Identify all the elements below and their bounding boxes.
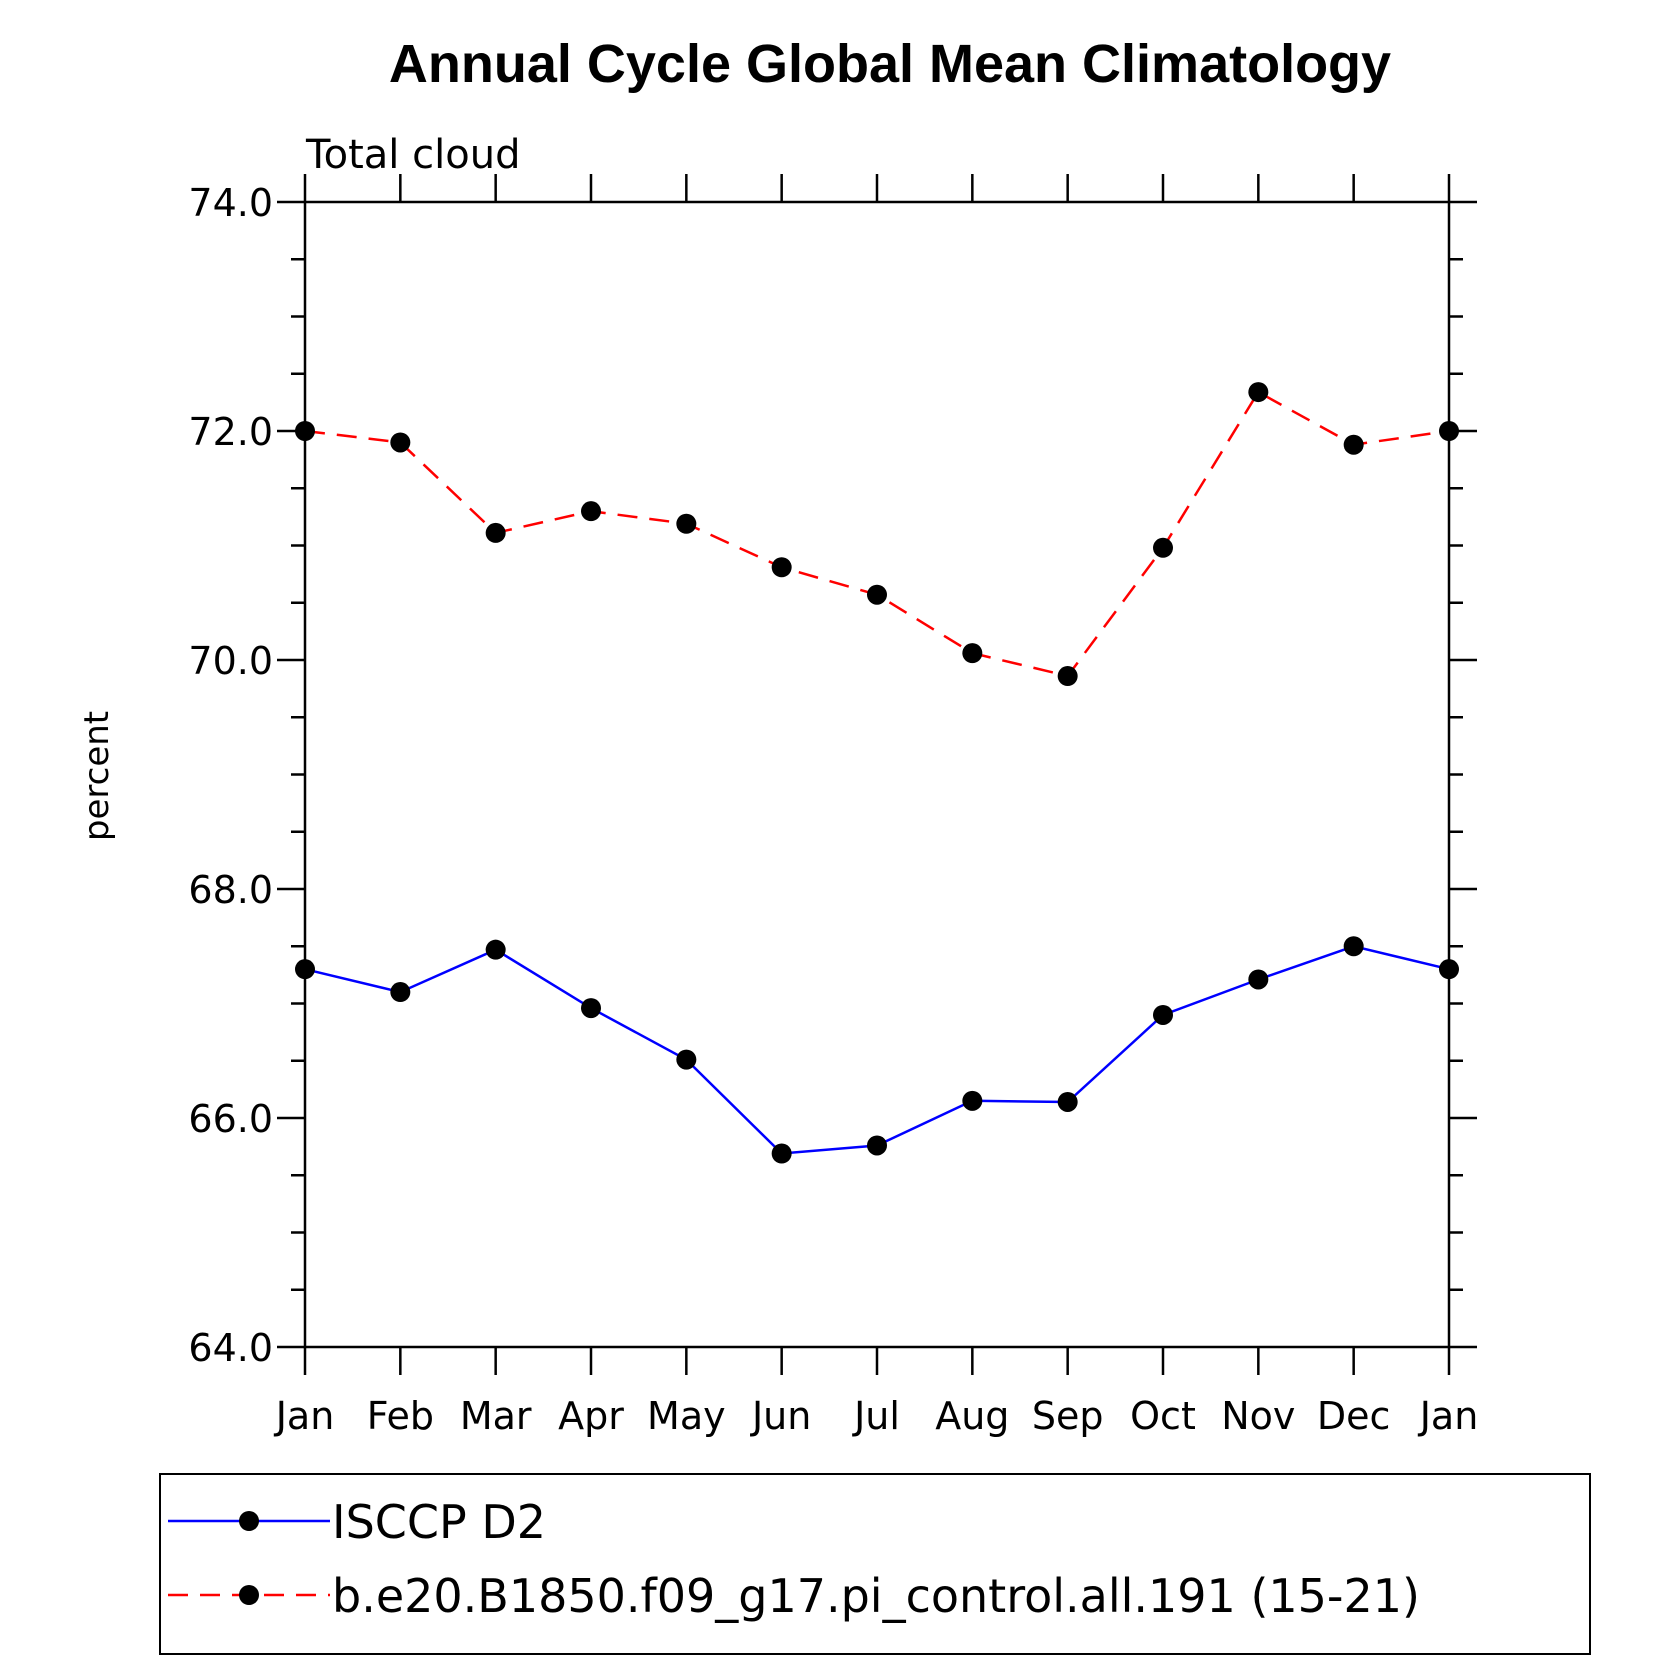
series-2-point	[485, 522, 506, 543]
legend: ISCCP D2 b.e20.B1850.f09_g17.pi_control.a…	[159, 1473, 1591, 1655]
x-tick-label: Feb	[367, 1394, 434, 1438]
series-2-point	[390, 432, 411, 453]
series-1-point	[295, 959, 315, 980]
x-tick-label: Apr	[558, 1394, 624, 1438]
chart-subtitle: Total cloud	[305, 132, 520, 178]
plot-frame	[303, 200, 1451, 1349]
x-tick-label: Sep	[1032, 1394, 1104, 1438]
y-tick-label: 74.0	[188, 181, 273, 225]
legend-marker-1	[239, 1511, 259, 1531]
series-1-point	[1343, 936, 1364, 957]
series-1-point	[1439, 959, 1459, 980]
series-2-point	[295, 421, 315, 441]
x-tick-label: Oct	[1130, 1394, 1196, 1438]
series-1-point	[771, 1143, 792, 1164]
y-tick-label: 68.0	[188, 868, 273, 912]
series-1-point	[676, 1049, 697, 1070]
x-tick-label: Jan	[1418, 1394, 1479, 1438]
series-1-point	[867, 1135, 887, 1156]
series-1-point	[1248, 969, 1269, 990]
x-tick-label: Mar	[460, 1394, 532, 1438]
series-2-point	[1439, 421, 1459, 441]
x-tick-label: Dec	[1317, 1394, 1391, 1438]
y-tick-label: 70.0	[188, 639, 273, 683]
y-tick-label: 72.0	[188, 410, 273, 454]
series-2-point	[867, 584, 887, 605]
chart-title: Annual Cycle Global Mean Climatology	[389, 34, 1391, 94]
y-axis-label: percent	[77, 711, 117, 841]
series-1-point	[1153, 1004, 1173, 1025]
series-2-point	[1153, 537, 1173, 558]
series-layer	[295, 382, 1459, 1164]
series-1-point	[581, 998, 601, 1019]
legend-label-2: b.e20.B1850.f09_g17.pi_control.all.191 (…	[332, 1569, 1420, 1623]
axes: 64.0 66.0 68.0 70.0 72.0 74.0 Jan Feb Mar Apr May J…	[188, 174, 1478, 1438]
series-2-point	[676, 513, 697, 534]
series-1-point	[1057, 1091, 1078, 1112]
x-tick-label: Nov	[1221, 1394, 1295, 1438]
x-tick-label: May	[647, 1394, 726, 1438]
series-2-point	[1343, 434, 1364, 455]
x-tick-label: Jan	[274, 1394, 335, 1438]
legend-marker-2	[239, 1585, 259, 1605]
series-2-point	[581, 501, 601, 522]
series-2-point	[771, 557, 792, 578]
y-tick-label: 66.0	[188, 1097, 273, 1141]
x-tick-label: Jul	[852, 1394, 900, 1438]
series-2-point	[1248, 382, 1269, 403]
series-line-2	[304, 390, 1450, 678]
legend-box	[159, 1473, 1591, 1655]
series-2-point	[1057, 666, 1078, 687]
series-1-point	[390, 982, 411, 1003]
series-2-point	[962, 643, 983, 664]
x-tick-label: Jun	[750, 1394, 811, 1438]
series-1-point	[485, 939, 506, 960]
x-tick-label: Aug	[935, 1394, 1009, 1438]
legend-label-1: ISCCP D2	[332, 1495, 546, 1549]
series-1-point	[962, 1090, 983, 1111]
y-tick-label: 64.0	[188, 1326, 273, 1370]
series-line-1	[304, 944, 1450, 1155]
